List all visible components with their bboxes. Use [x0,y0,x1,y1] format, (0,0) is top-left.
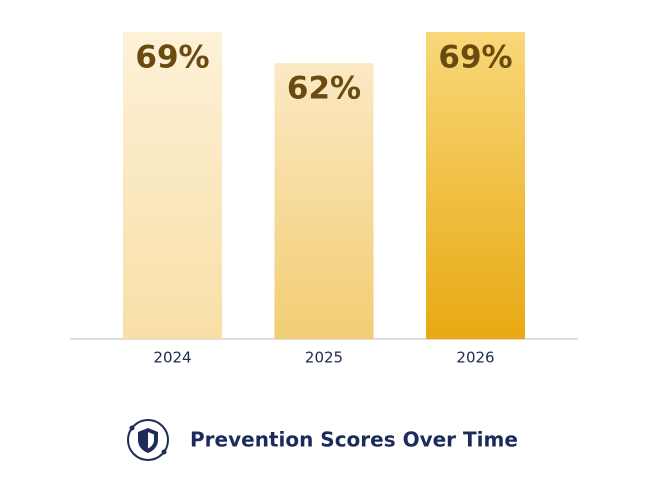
x-tick-label: 2024 [153,349,191,367]
chart-title: Prevention Scores Over Time [190,428,518,452]
title-icon [127,419,169,461]
value-label: 69% [438,40,512,76]
x-tick-label: 2026 [456,349,494,367]
bar [426,32,525,339]
bar [274,63,374,339]
bar [123,32,222,339]
value-label: 69% [135,40,209,76]
value-label: 62% [287,71,361,107]
x-tick-label: 2025 [305,349,343,367]
